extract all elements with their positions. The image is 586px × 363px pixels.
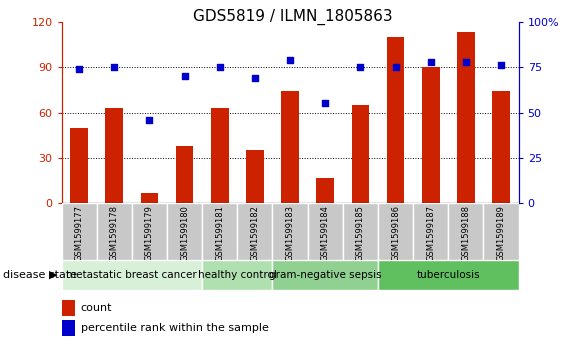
Text: GSM1599186: GSM1599186 xyxy=(391,205,400,261)
Bar xyxy=(62,321,75,335)
Point xyxy=(391,64,400,70)
Text: ▶: ▶ xyxy=(49,270,57,280)
Text: GSM1599185: GSM1599185 xyxy=(356,205,365,261)
Text: tuberculosis: tuberculosis xyxy=(417,270,480,280)
Bar xyxy=(483,203,519,260)
Text: GSM1599178: GSM1599178 xyxy=(110,205,119,261)
Text: disease state: disease state xyxy=(3,270,77,280)
Point xyxy=(110,64,119,70)
Bar xyxy=(422,67,440,203)
Bar xyxy=(167,203,202,260)
Text: GSM1599181: GSM1599181 xyxy=(215,205,224,261)
Point xyxy=(461,59,471,65)
Point xyxy=(74,66,84,72)
Bar xyxy=(378,260,519,290)
Bar xyxy=(343,203,378,260)
Bar xyxy=(62,260,202,290)
Point xyxy=(496,62,506,68)
Text: GSM1599188: GSM1599188 xyxy=(461,205,471,261)
Bar xyxy=(387,37,404,203)
Bar xyxy=(308,203,343,260)
Text: gram-negative sepsis: gram-negative sepsis xyxy=(269,270,381,280)
Bar xyxy=(176,146,193,203)
Point xyxy=(215,64,224,70)
Text: GSM1599182: GSM1599182 xyxy=(250,205,260,261)
Bar xyxy=(105,108,123,203)
Bar xyxy=(457,32,475,203)
Bar xyxy=(281,91,299,203)
Bar xyxy=(413,203,448,260)
Text: GSM1599180: GSM1599180 xyxy=(180,205,189,261)
Text: GSM1599187: GSM1599187 xyxy=(426,205,435,261)
Text: GSM1599189: GSM1599189 xyxy=(496,205,506,261)
Point xyxy=(250,75,260,81)
Bar xyxy=(272,260,378,290)
Text: GSM1599184: GSM1599184 xyxy=(321,205,330,261)
Bar xyxy=(352,105,369,203)
Text: GSM1599177: GSM1599177 xyxy=(74,205,84,261)
Bar xyxy=(246,150,264,203)
Bar xyxy=(97,203,132,260)
Text: GSM1599183: GSM1599183 xyxy=(285,205,295,261)
Point xyxy=(426,59,435,65)
Text: healthy control: healthy control xyxy=(198,270,277,280)
Bar xyxy=(448,203,483,260)
Bar xyxy=(211,108,229,203)
Text: GDS5819 / ILMN_1805863: GDS5819 / ILMN_1805863 xyxy=(193,9,393,25)
Bar xyxy=(378,203,413,260)
Text: count: count xyxy=(81,303,112,313)
Point xyxy=(285,57,295,63)
Bar xyxy=(132,203,167,260)
Bar xyxy=(492,91,510,203)
Bar xyxy=(316,178,334,203)
Point xyxy=(356,64,365,70)
Bar xyxy=(141,193,158,203)
Bar xyxy=(62,203,97,260)
Bar xyxy=(202,260,272,290)
Bar xyxy=(62,301,75,315)
Point xyxy=(321,101,330,106)
Text: percentile rank within the sample: percentile rank within the sample xyxy=(81,323,268,333)
Bar xyxy=(272,203,308,260)
Text: metastatic breast cancer: metastatic breast cancer xyxy=(66,270,197,280)
Point xyxy=(180,73,189,79)
Bar xyxy=(202,203,237,260)
Bar xyxy=(70,128,88,203)
Point xyxy=(145,117,154,123)
Text: GSM1599179: GSM1599179 xyxy=(145,205,154,261)
Bar xyxy=(237,203,272,260)
